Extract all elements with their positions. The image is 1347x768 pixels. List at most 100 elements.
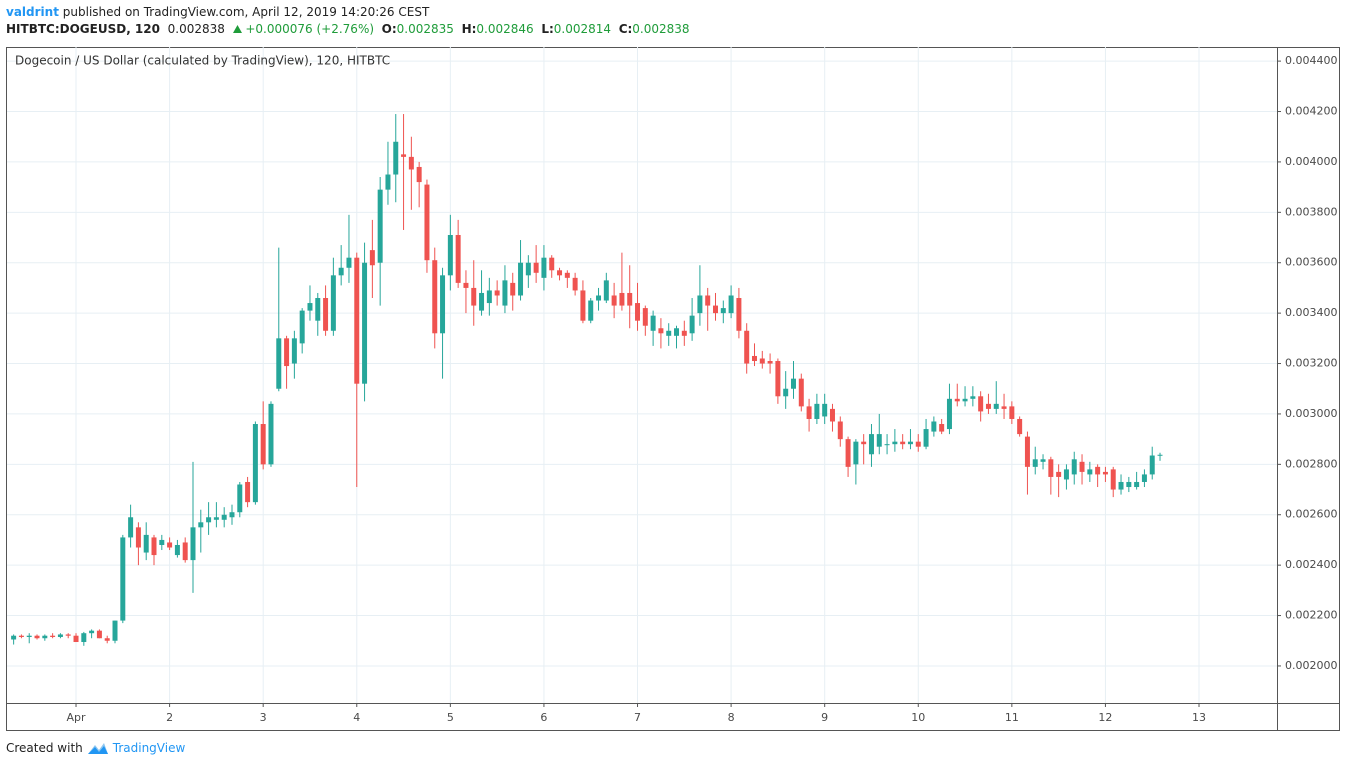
candle-body (1157, 454, 1163, 456)
candle-body (751, 355, 757, 362)
candle-body (1079, 461, 1085, 472)
candle-body (985, 403, 991, 409)
y-tick-label: 0.002400 (1285, 558, 1338, 571)
candle-body (362, 262, 368, 384)
candle-body (798, 378, 804, 407)
x-tick-label: 3 (260, 711, 267, 724)
candle-body (330, 275, 336, 331)
candle-body (541, 257, 547, 278)
x-tick-label: 10 (911, 711, 925, 724)
candle-body (190, 527, 196, 561)
candle-body (502, 280, 508, 306)
candle-body (1110, 469, 1116, 490)
candle-body (408, 156, 414, 170)
candle-body (346, 257, 352, 268)
candle-body (876, 434, 882, 447)
y-tick-label: 0.004400 (1285, 54, 1338, 67)
candle-body (518, 262, 524, 296)
c-value: 0.002838 (632, 22, 690, 36)
candle-body (260, 424, 266, 465)
candle-body (135, 527, 141, 548)
candle-body (759, 358, 765, 364)
candle-body (557, 270, 563, 276)
candle-body (790, 378, 796, 389)
c-label: C: (618, 22, 633, 36)
candle-body (1024, 436, 1030, 467)
y-tick-label: 0.004000 (1285, 155, 1338, 168)
candle-body (954, 398, 960, 402)
candle-body (642, 308, 648, 326)
candle-body (159, 539, 165, 545)
candle-body (744, 330, 750, 364)
candle-body (143, 534, 149, 553)
grid (7, 47, 1277, 703)
candle-body (471, 287, 477, 306)
candle-body (993, 403, 999, 409)
candle-body (658, 328, 664, 334)
candle-body (1063, 469, 1069, 480)
candle-body (354, 257, 360, 384)
author: valdrint (6, 5, 59, 19)
candle-body (549, 257, 555, 271)
y-tick-label: 0.003400 (1285, 306, 1338, 319)
candle-body (619, 292, 625, 306)
candle-body (635, 303, 641, 321)
candle-body (596, 295, 602, 301)
x-tick-label: 8 (728, 711, 735, 724)
candles (11, 114, 1163, 646)
chart-frame (6, 47, 1340, 731)
candle-body (868, 434, 874, 455)
candle-body (1087, 469, 1093, 475)
candle-body (65, 634, 71, 636)
candle-body (915, 441, 921, 447)
candle-body (1118, 481, 1124, 490)
up-arrow (232, 25, 242, 33)
candle-body (416, 166, 422, 183)
x-tick-label: 12 (1098, 711, 1112, 724)
h-value: 0.002846 (476, 22, 534, 36)
candle-body (26, 635, 32, 637)
candle-body (455, 235, 461, 283)
candle-body (814, 403, 820, 419)
candle-body (89, 630, 95, 634)
candle-body (650, 315, 656, 331)
candle-body (307, 303, 313, 311)
candle-body (1071, 459, 1077, 475)
candle-body (720, 308, 726, 314)
candle-body (112, 620, 118, 641)
candle-body (1149, 455, 1155, 475)
candle-body (338, 267, 344, 276)
candle-body (580, 290, 586, 321)
candle-body (923, 429, 929, 447)
candle-body (829, 408, 835, 422)
candle-body (783, 388, 789, 397)
change: +0.000076 (+2.76%) (245, 22, 375, 36)
candle-body (182, 542, 188, 561)
candle-body (424, 184, 430, 261)
y-tick-label: 0.003800 (1285, 205, 1338, 218)
candle-body (128, 517, 134, 538)
candle-body (705, 295, 711, 306)
header-line: valdrint published on TradingView.com, A… (6, 4, 690, 21)
candle-body (486, 290, 492, 304)
candle-body (276, 338, 282, 389)
y-tick-label: 0.002800 (1285, 457, 1338, 470)
footer: Created with TradingView (6, 741, 185, 755)
candle-body (510, 282, 516, 296)
candle-body (315, 298, 321, 321)
candle-body (1141, 474, 1147, 482)
chart-title: Dogecoin / US Dollar (calculated by Trad… (15, 54, 390, 68)
candle-body (689, 315, 695, 334)
candle-body (494, 290, 500, 296)
candle-body (736, 298, 742, 331)
brand: TradingView (112, 741, 186, 755)
candle-body (18, 635, 24, 637)
candle-body (252, 424, 258, 503)
x-tick-label: 2 (166, 711, 173, 724)
x-tick-label: 6 (540, 711, 547, 724)
candle-body (104, 638, 110, 641)
candle-body (167, 542, 173, 548)
candle-body (73, 635, 79, 643)
candle-body (564, 272, 570, 278)
